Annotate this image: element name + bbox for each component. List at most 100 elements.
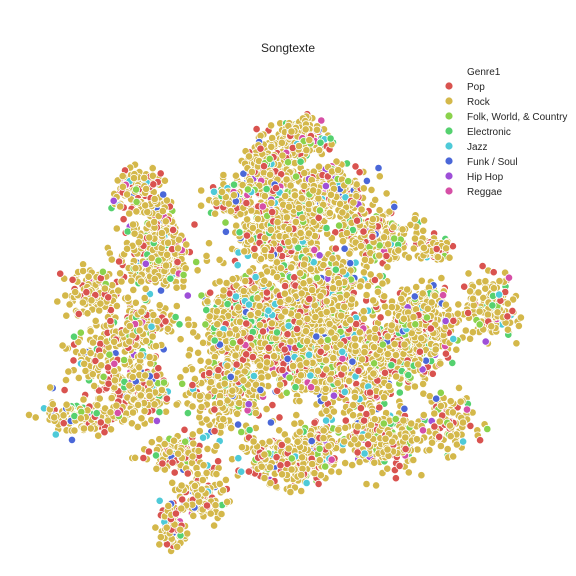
data-point	[299, 279, 308, 288]
data-point	[322, 297, 331, 306]
data-point	[387, 321, 396, 330]
data-point	[305, 294, 314, 304]
data-point	[329, 407, 338, 416]
data-point	[213, 320, 222, 329]
data-point	[266, 225, 275, 234]
data-point	[312, 273, 322, 282]
data-point	[338, 208, 347, 217]
data-point	[383, 240, 393, 249]
data-point	[204, 392, 213, 401]
data-point	[328, 284, 338, 293]
data-point	[340, 302, 349, 311]
data-point	[300, 181, 309, 191]
data-point	[315, 146, 324, 155]
data-point	[197, 402, 206, 412]
data-point	[252, 125, 261, 134]
data-point	[302, 358, 311, 367]
data-point	[321, 416, 331, 425]
data-point	[271, 184, 280, 193]
data-point	[359, 307, 368, 316]
data-point	[245, 425, 254, 435]
data-point	[290, 419, 299, 428]
data-point	[296, 371, 306, 380]
data-point	[243, 215, 252, 224]
data-point	[224, 199, 233, 208]
data-point	[280, 345, 289, 354]
data-point	[291, 217, 300, 226]
data-point	[319, 433, 328, 443]
data-point	[418, 379, 428, 388]
data-point	[233, 409, 242, 418]
data-point	[262, 358, 272, 367]
data-point	[437, 273, 446, 283]
data-point	[248, 223, 257, 232]
data-point	[409, 312, 418, 322]
data-point	[316, 292, 325, 301]
data-point	[367, 185, 376, 194]
data-point	[257, 373, 266, 382]
data-point	[291, 172, 301, 181]
data-point	[383, 464, 392, 473]
data-point	[317, 326, 326, 335]
data-point	[327, 455, 336, 464]
data-point	[335, 199, 345, 208]
data-point	[369, 296, 378, 305]
data-point	[283, 158, 293, 167]
data-point	[417, 334, 426, 343]
data-point	[281, 307, 290, 316]
data-point	[264, 343, 273, 352]
data-point	[322, 223, 331, 233]
data-point	[296, 229, 305, 238]
data-point	[376, 313, 385, 322]
data-point	[260, 276, 269, 285]
data-point	[294, 141, 304, 151]
data-point	[383, 332, 392, 341]
data-point	[221, 227, 230, 236]
data-point	[278, 365, 287, 375]
data-point	[292, 410, 301, 420]
data-point	[445, 253, 454, 262]
data-point	[334, 165, 343, 175]
data-point	[249, 371, 258, 381]
data-point	[357, 355, 367, 364]
data-point	[293, 311, 303, 320]
data-point	[426, 324, 435, 333]
data-point	[304, 350, 314, 359]
data-point	[268, 208, 277, 217]
data-point	[346, 315, 355, 325]
data-point	[300, 168, 309, 178]
data-point	[375, 206, 384, 215]
data-point	[234, 303, 243, 312]
data-point	[449, 334, 458, 343]
data-point	[294, 243, 303, 252]
data-point	[206, 377, 215, 387]
data-point	[288, 361, 298, 371]
data-point	[243, 185, 252, 194]
data-point	[239, 169, 248, 178]
data-point	[235, 228, 244, 237]
data-point	[356, 404, 365, 413]
data-point	[287, 127, 296, 136]
data-point	[441, 349, 450, 358]
data-point	[242, 231, 252, 240]
data-point	[315, 251, 324, 260]
data-point	[303, 337, 312, 346]
data-point	[317, 116, 326, 125]
data-point	[441, 244, 451, 253]
data-point	[355, 282, 365, 291]
data-point	[237, 427, 246, 437]
data-point	[351, 162, 360, 171]
data-point	[391, 474, 400, 483]
data-point	[260, 245, 269, 255]
data-point	[256, 385, 265, 394]
data-point	[344, 376, 354, 385]
data-point	[215, 329, 224, 338]
data-point	[226, 207, 235, 216]
data-point	[197, 186, 206, 195]
data-point	[239, 376, 248, 385]
data-point	[436, 359, 445, 368]
data-point	[309, 186, 318, 195]
data-point	[371, 324, 380, 333]
data-point	[359, 184, 368, 193]
